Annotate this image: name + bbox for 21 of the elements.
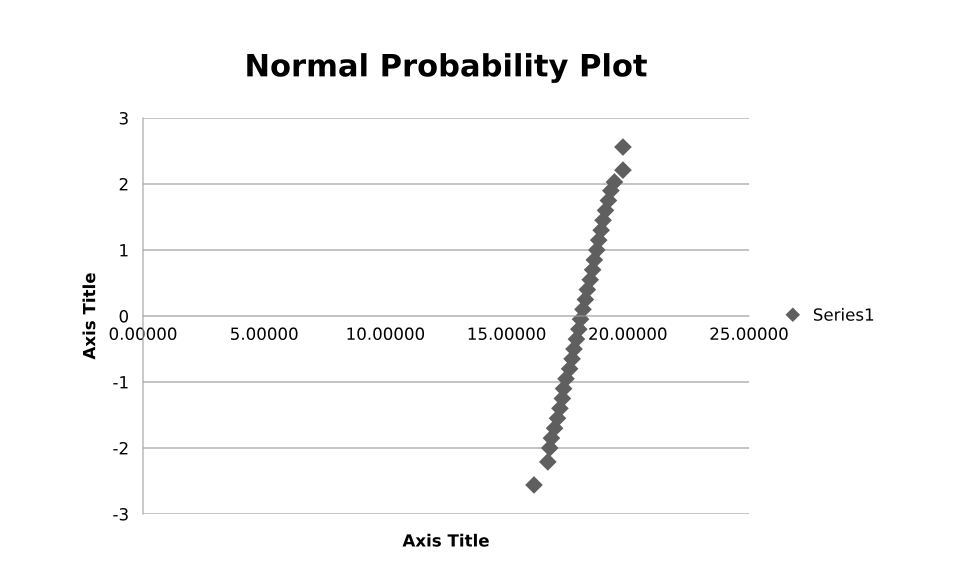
- y-tick-label: 2: [120, 178, 128, 190]
- y-axis-title: Axis Title: [82, 273, 96, 360]
- x-tick-label: 15.00000: [468, 327, 546, 340]
- x-tick-label: 10.00000: [347, 327, 424, 340]
- y-tick-label: -2: [113, 442, 128, 454]
- point: [525, 476, 543, 494]
- y-tick-label: -1: [113, 376, 128, 388]
- point: [614, 162, 632, 179]
- point: [614, 138, 632, 156]
- y-tick-label: 0: [120, 310, 128, 323]
- point: [539, 453, 556, 470]
- y-tick-label: 3: [120, 112, 128, 125]
- x-tick-label: 5.00000: [231, 327, 298, 340]
- y-tick-label: -3: [113, 508, 128, 521]
- chart-title: Normal Probability Plot: [247, 53, 647, 83]
- x-tick-label: 25.00000: [710, 327, 788, 340]
- legend-label: Series1: [814, 308, 874, 321]
- x-tick-label: 20.00000: [589, 327, 666, 340]
- x-tick-label: 0.00000: [110, 327, 176, 340]
- x-axis-title: Axis Title: [402, 534, 489, 547]
- y-tick-label: 1: [120, 244, 128, 256]
